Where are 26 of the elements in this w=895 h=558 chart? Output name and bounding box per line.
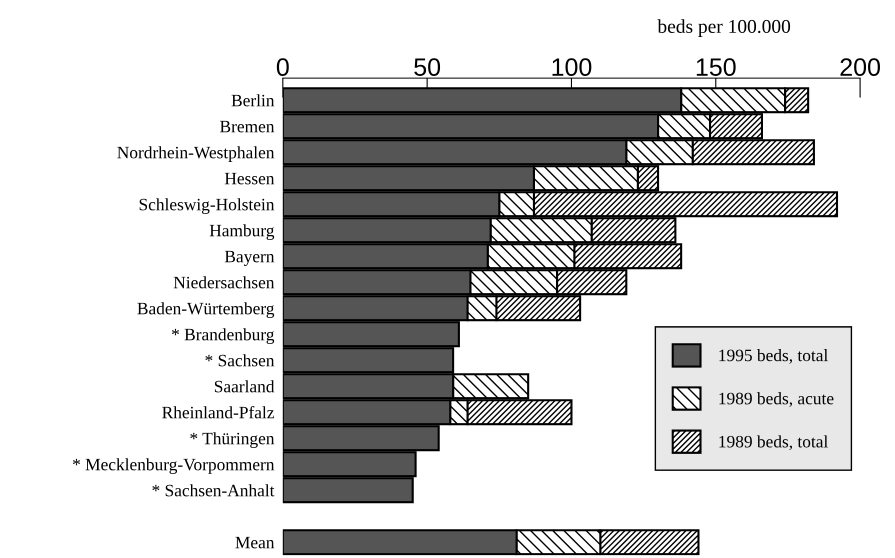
y-tick-label: * Sachsen [205,354,274,366]
y-tick-label: Hamburg [210,224,274,240]
y-tick-label: * Mecklenburg-Vorpommern [72,458,274,474]
y-tick-label: * Brandenburg [172,328,274,344]
y-tick-label: Baden-Würtemberg [137,302,274,318]
y-tick-label: Nordrhein-Westphalen [117,146,274,162]
legend-label: 1989 beds, total [719,435,828,450]
y-tick-label: Bremen [220,120,274,132]
x-axis-title: beds per 100.000 [657,19,790,37]
y-tick-label: Rheinland-Pfalz [162,406,274,418]
x-tick-label: 100 [552,58,592,76]
x-tick-label: 200 [840,58,880,76]
x-tick-label: 50 [414,58,440,76]
y-tick-label: Hessen [224,172,274,184]
y-tick-label: Niedersachsen [174,276,274,288]
legend-label: 1995 beds, total [719,349,828,364]
y-tick-label: * Thüringen [190,432,274,448]
y-tick-label: Saarland [214,380,274,392]
legend-label: 1989 beds, acute [719,392,834,407]
y-tick-label: Bayern [224,250,274,266]
y-tick-label: Berlin [232,94,274,106]
x-tick-label: 150 [696,58,736,76]
y-tick-label: * Sachsen-Anhalt [152,484,274,496]
y-tick-label: Mean [235,536,274,548]
x-tick-label: 0 [276,58,289,76]
y-tick-label: Schleswig-Holstein [140,198,274,214]
